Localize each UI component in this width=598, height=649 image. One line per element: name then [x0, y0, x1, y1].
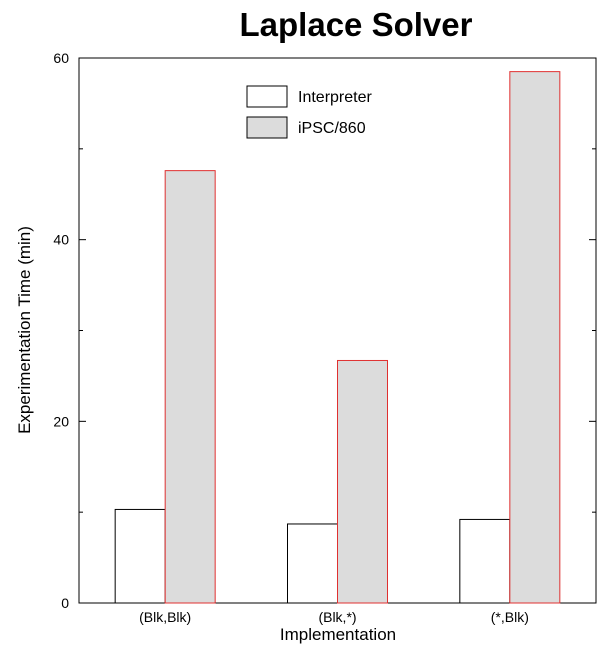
chart-title: Laplace Solver: [240, 6, 473, 43]
x-tick-label: (*,Blk): [491, 609, 529, 625]
bars: [114, 71, 561, 604]
y-tick-label: 0: [61, 595, 69, 611]
bar-ipsc860: [164, 170, 216, 604]
y-tick-label: 20: [53, 413, 69, 429]
bar-ipsc860: [509, 71, 561, 604]
bar-interpreter: [114, 508, 166, 604]
y-tick-label: 40: [53, 232, 69, 248]
bar-interpreter: [287, 523, 338, 604]
y-axis: 0 20 40 60: [53, 50, 596, 611]
legend-label: Interpreter: [298, 89, 372, 106]
bar-ipsc860: [337, 359, 388, 604]
x-axis: (Blk,Blk) (Blk,*) (*,Blk): [139, 609, 529, 625]
legend: Interpreter iPSC/860: [246, 85, 372, 139]
y-axis-title: Experimentation Time (min): [15, 226, 34, 434]
legend-swatch: [246, 85, 288, 108]
bar-interpreter: [459, 518, 511, 604]
x-axis-title: Implementation: [280, 625, 396, 644]
y-tick-label: 60: [53, 50, 69, 66]
legend-label: iPSC/860: [298, 120, 366, 137]
x-tick-label: (Blk,Blk): [139, 609, 191, 625]
legend-swatch: [246, 116, 288, 139]
x-tick-label: (Blk,*): [318, 609, 356, 625]
